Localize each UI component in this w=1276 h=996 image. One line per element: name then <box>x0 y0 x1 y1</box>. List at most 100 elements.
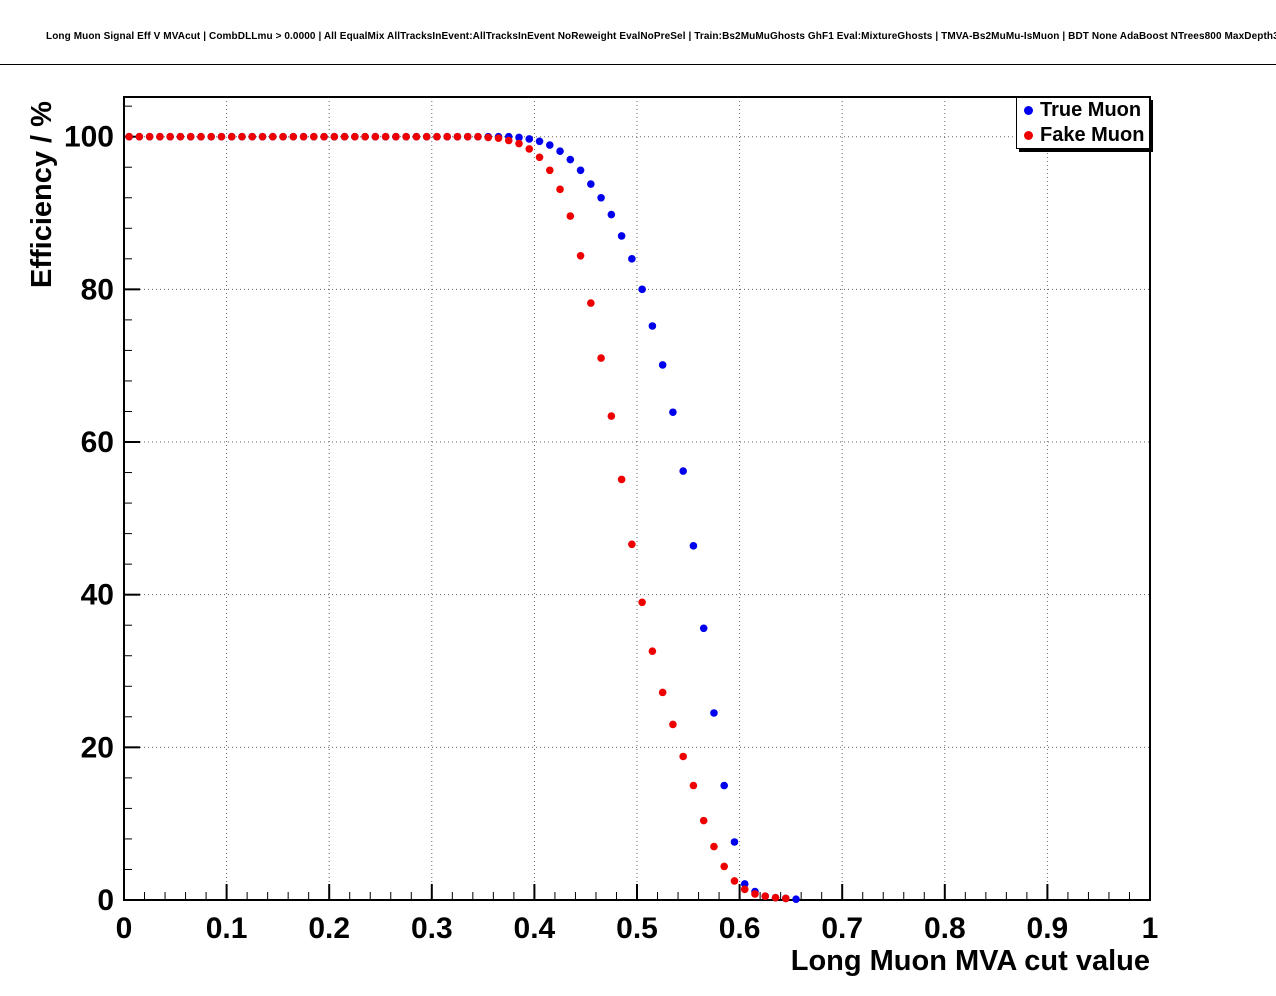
data-point <box>761 892 770 900</box>
data-point <box>587 180 595 188</box>
y-tick-label: 60 <box>81 426 114 459</box>
x-tick-label: 0.4 <box>514 912 556 945</box>
data-point <box>751 890 759 898</box>
data-point <box>689 542 698 550</box>
data-point <box>545 166 554 175</box>
data-point <box>289 132 298 141</box>
data-point <box>699 816 708 825</box>
legend-entry-true-muon: True Muon <box>1017 98 1149 123</box>
data-point <box>545 141 554 149</box>
data-point <box>638 285 646 294</box>
legend-entry-fake-muon: Fake Muon <box>1017 123 1149 148</box>
data-point <box>658 688 667 697</box>
data-point <box>710 709 718 717</box>
data-point <box>515 139 523 148</box>
data-point <box>781 894 790 903</box>
data-point <box>238 132 246 141</box>
data-point <box>556 185 564 194</box>
x-tick-label: 0.3 <box>411 912 453 945</box>
data-point <box>648 322 657 330</box>
data-point <box>515 133 523 142</box>
data-point <box>597 193 605 202</box>
x-tick-label: 0.2 <box>308 912 350 945</box>
x-tick-label: 0 <box>116 912 133 945</box>
data-point <box>679 467 687 475</box>
data-point <box>330 132 339 141</box>
data-point <box>740 880 749 888</box>
data-point <box>607 210 616 219</box>
data-point <box>186 132 195 141</box>
y-axis-title: Efficiency / % <box>26 101 58 288</box>
data-point <box>710 842 718 851</box>
data-point <box>535 137 544 146</box>
data-point <box>535 153 544 162</box>
data-point <box>576 251 585 260</box>
data-point <box>156 132 164 141</box>
data-point <box>504 136 513 145</box>
data-point <box>392 132 400 141</box>
data-point <box>556 147 564 155</box>
data-point <box>268 132 277 141</box>
data-point <box>340 132 349 141</box>
x-tick-label: 0.6 <box>719 912 761 945</box>
data-point <box>597 354 605 362</box>
x-axis-title: Long Muon MVA cut value <box>790 945 1150 977</box>
data-point <box>166 132 174 141</box>
data-point <box>740 885 749 894</box>
x-tick-label: 0.5 <box>616 912 658 945</box>
legend-label-fake-muon: Fake Muon <box>1040 124 1145 146</box>
data-point <box>607 412 616 420</box>
data-point <box>587 299 595 307</box>
data-point <box>484 133 493 142</box>
plot-title: Long Muon Signal Eff V MVAcut | CombDLLm… <box>46 31 1276 42</box>
data-point <box>258 132 267 141</box>
data-point <box>679 752 687 761</box>
data-point <box>494 134 503 143</box>
data-point <box>453 132 462 141</box>
data-point <box>566 212 575 220</box>
data-point <box>145 132 154 141</box>
x-tick-label: 1 <box>1142 912 1159 945</box>
true-muon-marker-icon <box>1024 106 1033 115</box>
data-point <box>207 132 216 141</box>
grid-lines <box>124 97 1150 900</box>
data-point <box>576 166 585 175</box>
y-tick-label: 100 <box>64 121 114 154</box>
fake-muon-marker-icon <box>1024 131 1033 140</box>
data-point <box>648 647 657 655</box>
data-point <box>217 132 226 141</box>
data-point <box>125 132 133 141</box>
axes: 0 0.1 0.2 0.3 0.4 0.5 0.6 0.7 0.8 0.9 1 0 20 40 60 80 10… <box>64 105 1159 945</box>
data-point <box>463 132 472 141</box>
data-point <box>361 132 369 141</box>
data-point <box>628 255 636 263</box>
data-point <box>792 895 800 904</box>
x-tick-label: 0.1 <box>206 912 248 945</box>
data-point <box>730 838 739 846</box>
data-point <box>474 132 482 141</box>
data-point <box>566 155 575 164</box>
y-tick-label: 40 <box>81 579 114 612</box>
legend: True Muon Fake Muon <box>1016 97 1150 149</box>
data-point <box>310 132 318 141</box>
data-point <box>402 132 410 141</box>
data-point <box>135 132 144 141</box>
data-point <box>525 135 534 143</box>
data-point <box>422 132 431 141</box>
data-point <box>412 132 421 141</box>
data-point <box>433 132 441 141</box>
data-point <box>299 132 308 141</box>
x-tick-label: 0.8 <box>924 912 966 945</box>
data-point <box>658 361 667 369</box>
data-point <box>638 598 646 607</box>
data-point <box>628 540 636 549</box>
data-point <box>227 132 236 141</box>
data-point <box>720 862 729 871</box>
data-point <box>730 877 739 885</box>
data-point <box>699 624 708 633</box>
y-tick-label: 20 <box>81 731 114 764</box>
data-point <box>351 132 359 141</box>
series-fake-muon <box>125 132 790 903</box>
legend-label-true-muon: True Muon <box>1040 99 1142 121</box>
